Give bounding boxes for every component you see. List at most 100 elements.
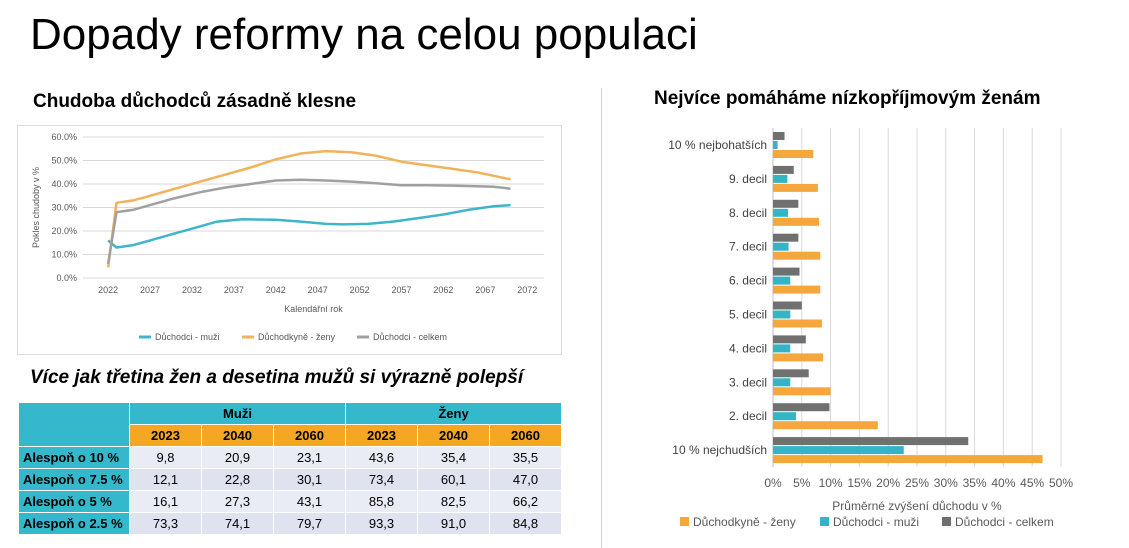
bar: [773, 421, 878, 430]
legend-label: Důchodci - celkem: [373, 332, 447, 342]
bar: [773, 437, 969, 446]
table-group-header: Muži: [129, 402, 346, 425]
table-corner-cell: [18, 402, 130, 447]
x-tick-label: 15%: [847, 476, 871, 490]
table-group-header-row: Muži Ženy: [18, 402, 562, 447]
bar: [773, 251, 821, 260]
y-tick-label: 10.0%: [51, 250, 77, 260]
x-tick-label: 40%: [991, 476, 1015, 490]
x-tick-label: 2057: [391, 285, 411, 295]
poverty-chart-heading: Chudoba důchodců zásadně klesne: [33, 91, 357, 112]
bar: [773, 285, 821, 294]
table-cell: 12,1: [129, 468, 202, 491]
table-cell: 84,8: [489, 512, 562, 535]
table-row: Alespoň o 10 % 9,8 20,9 23,1 43,6 35,4 3…: [18, 446, 562, 469]
x-tick-label: 0%: [764, 476, 782, 490]
legend-swatch: [942, 517, 951, 526]
y-tick-label: 60.0%: [51, 132, 77, 142]
bar: [773, 319, 822, 328]
category-label: 7. decil: [729, 240, 767, 254]
table-cell: 43,6: [345, 446, 418, 469]
legend-swatch: [680, 517, 689, 526]
bar: [773, 310, 791, 319]
y-tick-label: 40.0%: [51, 179, 77, 189]
category-label: 8. decil: [729, 206, 767, 220]
bar: [773, 208, 788, 217]
category-label: 6. decil: [729, 274, 767, 288]
series-line: [107, 203, 511, 249]
table-cell: 23,1: [273, 446, 346, 469]
bar: [773, 242, 789, 251]
bar: [773, 387, 831, 396]
table-year-header: 2060: [489, 424, 562, 447]
x-tick-label: 2042: [266, 285, 286, 295]
legend-label: Důchodci - muži: [155, 332, 220, 342]
x-tick-label: 35%: [963, 476, 987, 490]
table-row: Alespoň o 2.5 % 73,3 74,1 79,7 93,3 91,0…: [18, 512, 562, 535]
y-tick-label: 20.0%: [51, 226, 77, 236]
table-row-header: Alespoň o 7.5 %: [18, 468, 130, 491]
bar: [773, 403, 830, 412]
table-row: Alespoň o 5 % 16,1 27,3 43,1 85,8 82,5 6…: [18, 490, 562, 513]
table-row-header: Alespoň o 5 %: [18, 490, 130, 513]
bar: [773, 276, 791, 285]
table-cell: 82,5: [417, 490, 490, 513]
bar: [773, 378, 791, 387]
series-line: [106, 178, 511, 265]
x-tick-label: 2032: [182, 285, 202, 295]
x-tick-label: 2052: [350, 285, 370, 295]
category-label: 10 % nejchudších: [672, 443, 767, 457]
decile-chart-heading: Nejvíce pomáháme nízkopříjmovým ženám: [654, 88, 1041, 109]
category-label: 10 % nejbohatších: [668, 138, 767, 152]
table-row: Alespoň o 7.5 % 12,1 22,8 30,1 73,4 60,1…: [18, 468, 562, 491]
category-label: 2. decil: [729, 409, 767, 423]
table-cell: 73,4: [345, 468, 418, 491]
bar: [773, 174, 788, 183]
legend-swatch: [820, 517, 829, 526]
table-cell: 74,1: [201, 512, 274, 535]
table-cell: 43,1: [273, 490, 346, 513]
x-axis-title: Kalendářní rok: [284, 304, 343, 314]
table-year-header-row: 2023 2040 2060 2023 2040 2060: [19, 424, 562, 447]
x-tick-label: 20%: [876, 476, 900, 490]
table-cell: 47,0: [489, 468, 562, 491]
table-cell: 22,8: [201, 468, 274, 491]
category-label: 3. decil: [729, 375, 767, 389]
category-label: 9. decil: [729, 172, 767, 186]
bar: [773, 199, 799, 208]
y-tick-label: 0.0%: [56, 273, 77, 283]
table-cell: 9,8: [129, 446, 202, 469]
x-tick-label: 2062: [433, 285, 453, 295]
poverty-chart-frame: [17, 125, 562, 355]
bar: [773, 369, 809, 378]
legend-label: Důchodci - muži: [833, 515, 919, 529]
category-label: 4. decil: [729, 341, 767, 355]
table-cell: 66,2: [489, 490, 562, 513]
table-cell: 35,5: [489, 446, 562, 469]
bar: [773, 141, 778, 149]
legend-label: Důchodci - celkem: [955, 515, 1054, 529]
bar: [773, 132, 785, 140]
bar: [773, 301, 802, 310]
table-cell: 20,9: [201, 446, 274, 469]
table-cell: 93,3: [345, 512, 418, 535]
category-label: 5. decil: [729, 307, 767, 321]
table-cell: 30,1: [273, 468, 346, 491]
x-tick-label: 2027: [140, 285, 160, 295]
bar: [773, 335, 806, 344]
x-tick-label: 10%: [819, 476, 843, 490]
x-tick-label: 2067: [475, 285, 495, 295]
table-group-header: Ženy: [345, 402, 562, 425]
section-divider: [601, 88, 602, 548]
table-year-header: 2040: [201, 424, 274, 447]
x-tick-label: 25%: [905, 476, 929, 490]
x-tick-label: 50%: [1049, 476, 1073, 490]
table-cell: 73,3: [129, 512, 202, 535]
table-cell: 27,3: [201, 490, 274, 513]
bar: [773, 446, 904, 455]
poverty-line-chart: 0.0% 10.0% 20.0% 30.0% 40.0% 50.0% 60.0% 2022 20…: [31, 132, 544, 342]
bar: [773, 183, 818, 192]
x-tick-label: 2037: [224, 285, 244, 295]
x-tick-label: 2072: [517, 285, 537, 295]
bar: [773, 412, 797, 421]
